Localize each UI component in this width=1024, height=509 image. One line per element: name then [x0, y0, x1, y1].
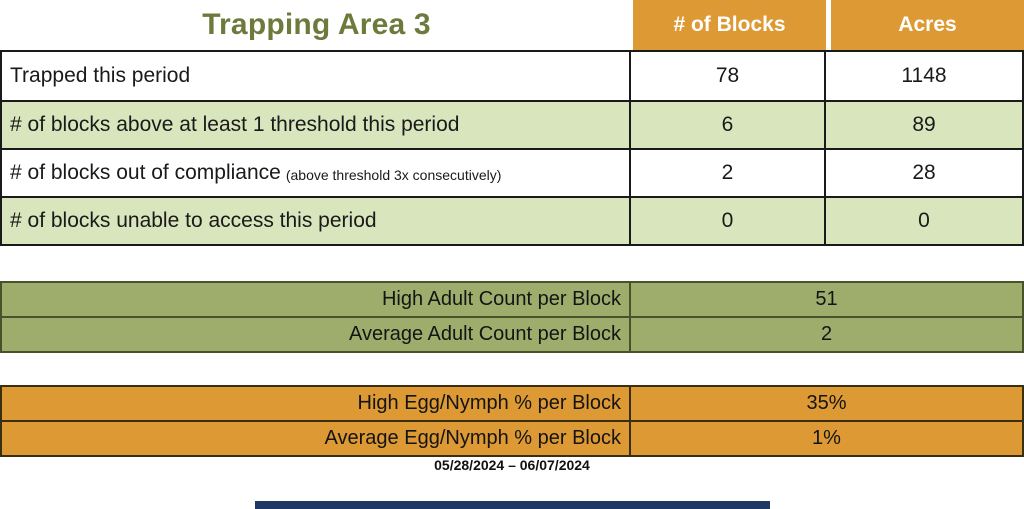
acres-value: 0 [918, 209, 930, 232]
row-value: 2 [820, 323, 833, 345]
table-row-out-of-compliance: # of blocks out of compliance (above thr… [2, 148, 1022, 196]
row-label: # of blocks above at least 1 threshold t… [10, 113, 460, 136]
acres-value: 28 [912, 161, 936, 184]
acres-value: 89 [912, 113, 936, 136]
row-value: 35% [806, 392, 847, 414]
table-row-above-threshold: # of blocks above at least 1 threshold t… [2, 100, 1022, 148]
blocks-value: 78 [631, 52, 826, 100]
column-header-acres: Acres [831, 0, 1024, 50]
row-label: High Adult Count per Block [2, 283, 631, 316]
date-range: 05/28/2024 – 06/07/2024 [434, 457, 590, 473]
row-label: High Egg/Nymph % per Block [2, 387, 631, 420]
row-note: (above threshold 3x consecutively) [285, 166, 502, 183]
navy-accent-bar [255, 501, 770, 509]
blocks-value: 0 [631, 198, 826, 244]
table-row-average-egg: Average Egg/Nymph % per Block 1% [2, 420, 1022, 455]
page-title: Trapping Area 3 [202, 8, 431, 41]
table-row-unable-to-access: # of blocks unable to access this period… [2, 196, 1022, 244]
table-row-high-egg: High Egg/Nymph % per Block 35% [2, 387, 1022, 420]
row-label: Trapped this period [10, 64, 191, 87]
adult-count-table: High Adult Count per Block 51 Average Ad… [0, 281, 1024, 353]
row-label: # of blocks unable to access this period [10, 209, 377, 232]
egg-nymph-table: High Egg/Nymph % per Block 35% Average E… [0, 385, 1024, 457]
column-header-blocks: # of Blocks [633, 0, 826, 50]
table-row-high-adult: High Adult Count per Block 51 [2, 283, 1022, 316]
row-value: 1% [812, 427, 841, 449]
row-label: Average Adult Count per Block [2, 318, 631, 351]
blocks-value: 6 [631, 102, 826, 148]
acres-value: 1148 [901, 64, 947, 87]
row-label: # of blocks out of compliance [10, 161, 281, 184]
row-value: 51 [815, 288, 838, 310]
blocks-value: 2 [631, 150, 826, 196]
table-row-average-adult: Average Adult Count per Block 2 [2, 316, 1022, 351]
main-table: Trapped this period 78 1148 # of blocks … [0, 50, 1024, 246]
row-label: Average Egg/Nymph % per Block [2, 422, 631, 455]
table-row-trapped: Trapped this period 78 1148 [2, 52, 1022, 100]
